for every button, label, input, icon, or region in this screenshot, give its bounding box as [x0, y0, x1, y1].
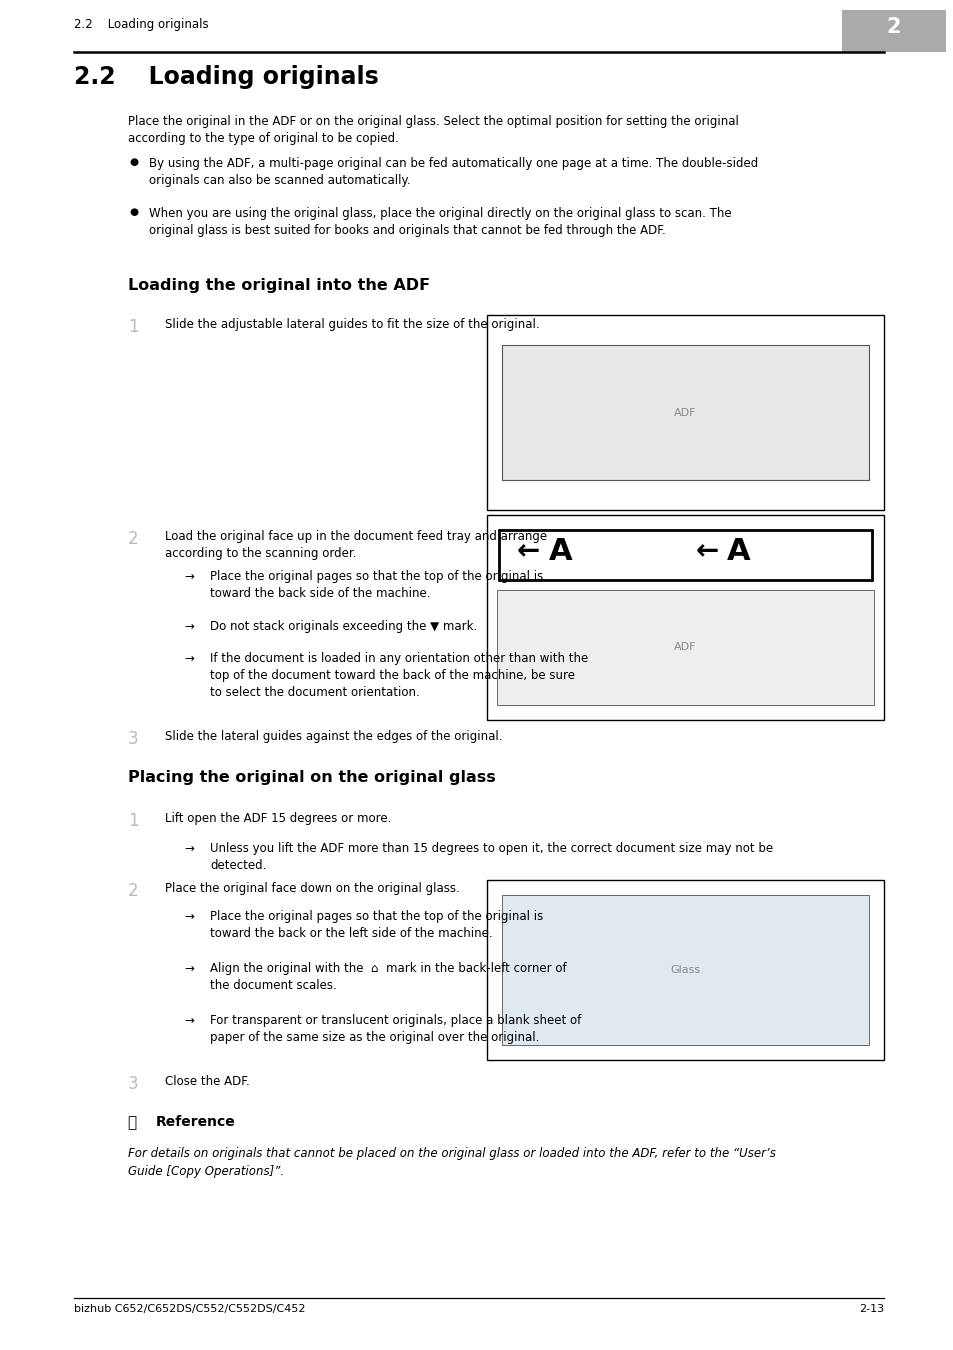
- Text: Guide [Copy Operations]”.: Guide [Copy Operations]”.: [128, 1165, 283, 1179]
- Bar: [486, 514, 883, 720]
- Text: →: →: [184, 842, 194, 855]
- Text: according to the type of original to be copied.: according to the type of original to be …: [128, 132, 398, 144]
- Text: →: →: [184, 910, 194, 923]
- Text: 2: 2: [128, 882, 138, 900]
- Text: 3: 3: [128, 730, 138, 748]
- Text: ←: ←: [517, 537, 539, 566]
- Text: Placing the original on the original glass: Placing the original on the original gla…: [128, 769, 495, 784]
- Text: Loading the original into the ADF: Loading the original into the ADF: [128, 278, 430, 293]
- Text: Lift open the ADF 15 degrees or more.: Lift open the ADF 15 degrees or more.: [165, 811, 392, 825]
- Text: A: A: [548, 536, 572, 566]
- Text: Place the original in the ADF or on the original glass. Select the optimal posit: Place the original in the ADF or on the …: [128, 115, 738, 128]
- Text: ADF: ADF: [674, 408, 696, 417]
- Text: When you are using the original glass, place the original directly on the origin: When you are using the original glass, p…: [150, 207, 731, 220]
- Text: A: A: [726, 536, 750, 566]
- Bar: [498, 531, 871, 580]
- Text: detected.: detected.: [210, 859, 266, 872]
- Text: 1: 1: [128, 319, 138, 336]
- Text: Slide the lateral guides against the edges of the original.: Slide the lateral guides against the edg…: [165, 730, 502, 742]
- Text: →: →: [184, 570, 194, 583]
- Text: Do not stack originals exceeding the ▼ mark.: Do not stack originals exceeding the ▼ m…: [210, 620, 476, 633]
- Text: the document scales.: the document scales.: [210, 979, 336, 992]
- Bar: [841, 9, 944, 53]
- Text: 2: 2: [885, 18, 900, 36]
- Text: 1: 1: [128, 811, 138, 830]
- Bar: [497, 590, 873, 705]
- Text: ←: ←: [695, 537, 718, 566]
- Text: Unless you lift the ADF more than 15 degrees to open it, the correct document si: Unless you lift the ADF more than 15 deg…: [210, 842, 772, 855]
- Text: 2.2    Loading originals: 2.2 Loading originals: [73, 65, 378, 89]
- Text: original glass is best suited for books and originals that cannot be fed through: original glass is best suited for books …: [150, 224, 665, 238]
- Text: top of the document toward the back of the machine, be sure: top of the document toward the back of t…: [210, 670, 575, 682]
- Text: Glass: Glass: [670, 965, 700, 975]
- Text: toward the back side of the machine.: toward the back side of the machine.: [210, 587, 430, 599]
- Text: →: →: [184, 1014, 194, 1027]
- Text: toward the back or the left side of the machine.: toward the back or the left side of the …: [210, 927, 492, 940]
- Text: Load the original face up in the document feed tray and arrange: Load the original face up in the documen…: [165, 531, 547, 543]
- Text: 📔: 📔: [128, 1115, 136, 1130]
- Text: →: →: [184, 963, 194, 975]
- Text: 2: 2: [128, 531, 138, 548]
- Text: originals can also be scanned automatically.: originals can also be scanned automatica…: [150, 174, 411, 188]
- Text: For transparent or translucent originals, place a blank sheet of: For transparent or translucent originals…: [210, 1014, 580, 1027]
- Text: If the document is loaded in any orientation other than with the: If the document is loaded in any orienta…: [210, 652, 588, 666]
- Text: Place the original pages so that the top of the original is: Place the original pages so that the top…: [210, 570, 542, 583]
- Text: Slide the adjustable lateral guides to fit the size of the original.: Slide the adjustable lateral guides to f…: [165, 319, 539, 331]
- Text: ●: ●: [130, 157, 138, 167]
- Text: →: →: [184, 620, 194, 633]
- Text: For details on originals that cannot be placed on the original glass or loaded i: For details on originals that cannot be …: [128, 1148, 775, 1160]
- Text: Align the original with the  ⌂  mark in the back-left corner of: Align the original with the ⌂ mark in th…: [210, 963, 566, 975]
- Text: ●: ●: [130, 207, 138, 217]
- Text: ADF: ADF: [674, 643, 696, 652]
- Text: to select the document orientation.: to select the document orientation.: [210, 686, 419, 699]
- Bar: [486, 880, 883, 1060]
- Bar: [501, 895, 868, 1045]
- Text: according to the scanning order.: according to the scanning order.: [165, 547, 356, 560]
- Text: 2.2    Loading originals: 2.2 Loading originals: [73, 18, 208, 31]
- Text: Reference: Reference: [155, 1115, 235, 1129]
- Text: paper of the same size as the original over the original.: paper of the same size as the original o…: [210, 1031, 538, 1044]
- Text: By using the ADF, a multi-page original can be fed automatically one page at a t: By using the ADF, a multi-page original …: [150, 157, 758, 170]
- Text: Close the ADF.: Close the ADF.: [165, 1075, 250, 1088]
- Text: Place the original face down on the original glass.: Place the original face down on the orig…: [165, 882, 459, 895]
- Bar: [486, 315, 883, 510]
- Bar: [501, 346, 868, 481]
- Text: 3: 3: [128, 1075, 138, 1094]
- Text: Place the original pages so that the top of the original is: Place the original pages so that the top…: [210, 910, 542, 923]
- Text: →: →: [184, 652, 194, 666]
- Text: 2-13: 2-13: [858, 1304, 883, 1314]
- Text: bizhub C652/C652DS/C552/C552DS/C452: bizhub C652/C652DS/C552/C552DS/C452: [73, 1304, 305, 1314]
